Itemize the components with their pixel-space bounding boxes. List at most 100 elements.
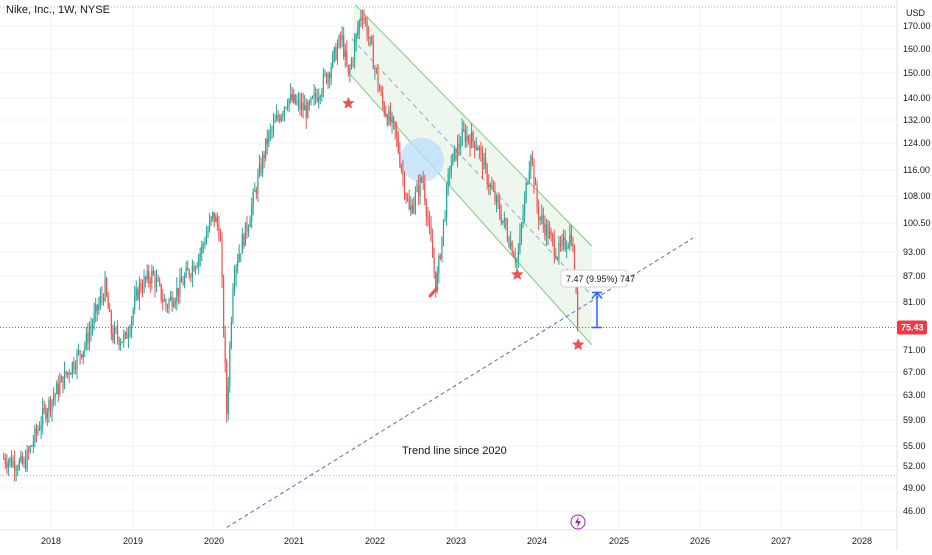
candle-body: [59, 382, 61, 395]
candle-body: [46, 412, 48, 419]
candle-body: [450, 165, 452, 173]
candle-body: [85, 332, 87, 346]
candle-body: [333, 47, 335, 54]
candle-body: [152, 270, 155, 275]
candle-body: [265, 138, 267, 159]
candle-body: [290, 93, 292, 99]
candle-body: [528, 170, 530, 184]
candle-body: [417, 185, 420, 196]
candle-body: [106, 278, 108, 296]
candle-body: [444, 217, 446, 220]
candle-body: [438, 255, 440, 274]
y-tick-label: 63.00: [903, 390, 926, 400]
candle-body: [42, 407, 44, 425]
candle-body: [389, 110, 392, 123]
candle-body: [221, 240, 223, 278]
candle-body: [279, 118, 281, 121]
candle-body: [542, 215, 544, 225]
candle-body: [109, 308, 111, 312]
candle-body: [355, 34, 357, 42]
candle-body: [45, 407, 47, 419]
candle-body: [113, 328, 116, 340]
candle-body: [21, 455, 24, 465]
candle-body: [382, 93, 384, 104]
candle-body: [511, 241, 513, 255]
candle-body: [101, 296, 103, 298]
candle-body: [37, 429, 39, 433]
y-tick-label: 132.00: [903, 115, 931, 125]
candle-body: [263, 154, 265, 159]
candle-body: [305, 105, 307, 118]
candle-body: [460, 145, 462, 148]
candle-body: [43, 407, 45, 409]
candle-body: [402, 169, 404, 176]
candle-body: [126, 332, 128, 339]
y-tick-label: 59.00: [903, 415, 926, 425]
last-price-label: 75.43: [901, 322, 924, 332]
candle-body: [219, 237, 222, 241]
candle-body: [70, 373, 72, 375]
candle-body: [165, 299, 167, 307]
y-tick-label: 46.00: [903, 506, 926, 516]
candle-body: [261, 154, 264, 173]
x-tick-label: 2018: [41, 536, 61, 546]
candle-body: [411, 205, 413, 213]
candle-body: [282, 113, 284, 116]
x-tick-label: 2020: [204, 536, 224, 546]
candle-body: [65, 370, 67, 375]
candle-body: [93, 313, 95, 325]
symbol-title: Nike, Inc., 1W, NYSE: [6, 4, 110, 16]
candle-body: [464, 130, 466, 143]
candle-body: [130, 318, 133, 331]
candle-body: [570, 234, 572, 244]
candle-body: [182, 282, 184, 286]
candle-body: [346, 50, 348, 65]
candle-body: [238, 253, 240, 262]
candle-body: [516, 260, 518, 262]
candle-body: [198, 257, 200, 266]
x-tick-label: 2025: [609, 536, 629, 546]
candle-body: [572, 243, 574, 251]
candle-body: [243, 234, 245, 246]
candle-body: [95, 304, 97, 314]
candle-body: [547, 224, 549, 239]
candle-body: [324, 73, 326, 75]
candle-body: [530, 156, 532, 171]
candle-body: [414, 191, 417, 205]
candle-body: [32, 442, 34, 447]
candle-body: [322, 74, 325, 92]
x-tick-label: 2027: [771, 536, 791, 546]
candle-body: [99, 296, 101, 305]
candle-body: [567, 245, 569, 249]
candle-body: [495, 196, 498, 202]
candle-body: [280, 115, 282, 121]
candle-body: [90, 327, 92, 332]
candle-body: [84, 345, 86, 351]
candle-body: [246, 222, 248, 232]
y-tick-label: 170.00: [903, 21, 931, 31]
candle-body: [439, 255, 441, 259]
candle-body: [524, 197, 526, 215]
star-marker: [342, 96, 355, 109]
x-tick-label: 2019: [123, 536, 143, 546]
candle-body: [251, 205, 253, 221]
candle-body: [81, 354, 83, 358]
candle-body: [391, 116, 393, 123]
candle-body: [171, 296, 173, 307]
candle-body: [533, 160, 535, 185]
candle-body: [534, 184, 537, 186]
y-tick-label: 67.00: [903, 367, 926, 377]
candle-body: [427, 216, 429, 221]
candle-body: [553, 238, 555, 256]
candle-body: [258, 164, 261, 176]
candle-body: [531, 156, 534, 161]
candle-body: [134, 296, 136, 310]
candle-body: [522, 214, 524, 225]
candle-body: [73, 362, 75, 370]
candle-body: [68, 372, 70, 375]
candle-body: [431, 239, 434, 258]
candle-body: [452, 153, 454, 166]
candle-body: [519, 234, 521, 252]
